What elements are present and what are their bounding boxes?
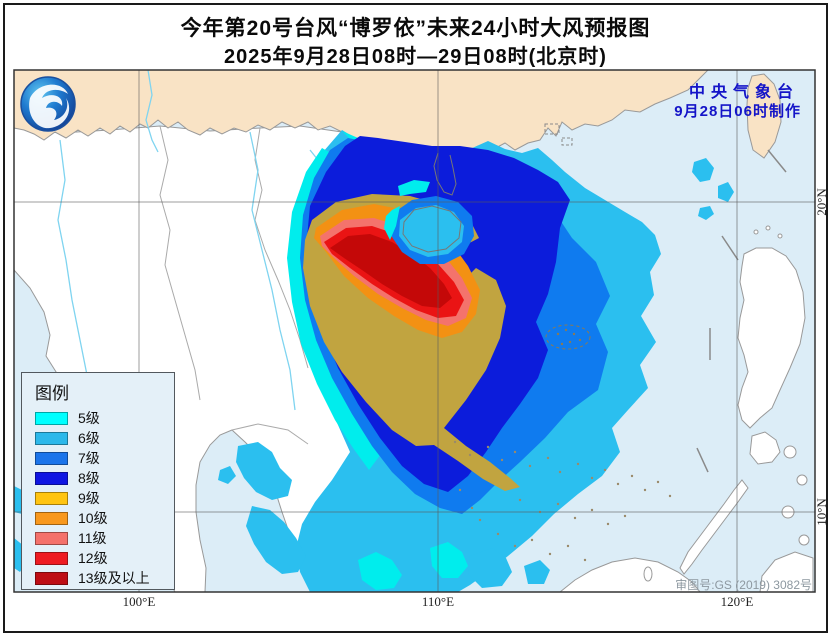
lon-label-120e: 120°E [721,594,754,609]
taiwan-island [746,73,782,159]
island-outlines [402,152,462,253]
legend-swatch-11 [35,531,68,545]
map-approval-number: 审图号:GS (2019) 3082号 [675,578,812,592]
nine-dash-line [696,149,787,473]
legend-item: 9级 [35,488,174,508]
sar-dashed-boxes [544,123,573,146]
legend-swatch-5 [35,411,68,425]
agency-name: 中央气象台 [688,84,799,101]
legend-label: 8级 [78,470,100,486]
borneo-island [559,557,701,592]
legend-swatch-7 [35,451,68,465]
agency-issue-time: 9月28日06时制作 [674,103,801,120]
legend-item: 6级 [35,428,174,448]
map-area [14,70,815,592]
lat-label-10n: 10°N [814,498,829,526]
natuna-island [643,566,653,582]
lon-label-110e: 110°E [422,594,454,609]
legend-swatch-13 [35,571,68,585]
legend-swatch-12 [35,551,68,565]
wind-level-13-area [330,234,452,308]
legend-item: 13级及以上 [35,568,174,588]
legend-label: 12级 [78,550,108,566]
axis-labels: 100°E 110°E 120°E 20°N 10°N [123,188,829,609]
legend-item: 7级 [35,448,174,468]
legend-panel: 图例 5级 6级 7级 8级 9级 10级 11级 12级 13级及以上 [21,372,175,590]
legend-item: 11级 [35,528,174,548]
page-title: 今年第20号台风“博罗依”未来24小时大风预报图 [180,17,651,40]
legend-swatch-9 [35,491,68,505]
spratly-islands-specks [453,440,672,562]
legend-swatch-10 [35,511,68,525]
legend-label: 7级 [78,450,100,466]
legend-title: 图例 [35,384,69,403]
legend-label: 5级 [78,410,100,426]
legend-item: 8级 [35,468,174,488]
philippines-islands [679,225,814,592]
legend-swatch-6 [35,431,68,445]
lon-label-100e: 100°E [123,594,156,609]
legend-label: 13级及以上 [78,570,150,586]
legend-swatch-8 [35,471,68,485]
lat-label-20n: 20°N [814,188,829,216]
legend-label: 10级 [78,510,108,526]
page-subtitle: 2025年9月28日08时—29日08时(北京时) [224,46,607,68]
legend-label: 9级 [78,490,100,506]
legend-label: 6级 [78,430,100,446]
legend-item: 5级 [35,408,174,428]
legend-item: 12级 [35,548,174,568]
cma-logo [20,76,76,132]
legend-label: 11级 [78,530,107,546]
paracel-islands [545,324,591,350]
legend-item: 10级 [35,508,174,528]
map-frame [13,69,816,593]
